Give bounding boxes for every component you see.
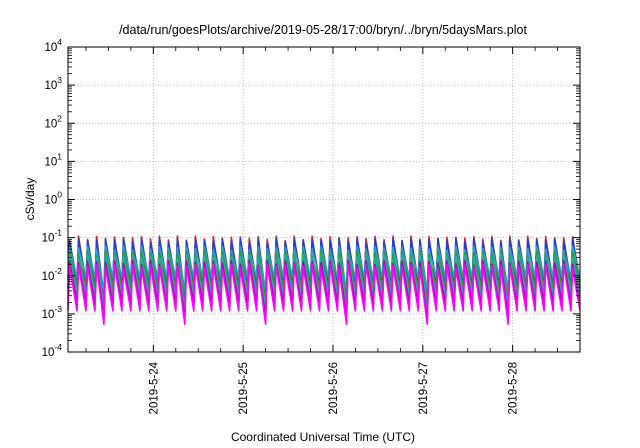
series-4 <box>67 254 581 310</box>
grid <box>68 47 580 352</box>
x-tick-label: 2019-5-27 <box>418 362 430 414</box>
series-line <box>67 254 581 310</box>
series-group <box>67 235 581 325</box>
series-0 <box>67 235 581 302</box>
y-tick-labels: 10-4 10-3 10-2 10-1 100 101 102 103 104 <box>42 37 63 359</box>
series-line <box>67 250 581 304</box>
y-tick-label: 102 <box>44 113 62 130</box>
ticks <box>68 46 581 353</box>
y-tick-label: 100 <box>44 190 62 207</box>
y-tick-label: 10-4 <box>42 342 63 359</box>
series-line <box>67 235 581 302</box>
y-tick-label: 103 <box>44 75 62 92</box>
x-tick-label: 2019-5-24 <box>148 361 160 414</box>
y-axis-label: cSv/day <box>23 178 37 221</box>
x-tick-labels: 2019-5-24 2019-5-25 2019-5-26 2019-5-27 2019… <box>148 361 519 414</box>
x-tick-label: 2019-5-28 <box>508 362 520 414</box>
x-tick-label: 2019-5-25 <box>238 362 250 414</box>
series-1 <box>67 237 581 295</box>
y-tick-label: 10-1 <box>42 228 63 245</box>
x-axis-label: Coordinated Universal Time (UTC) <box>231 430 415 444</box>
y-tick-label: 104 <box>44 37 62 54</box>
y-tick-label: 10-2 <box>42 266 63 283</box>
series-line <box>67 237 581 295</box>
chart-title: /data/run/goesPlots/archive/2019-05-28/1… <box>119 23 527 37</box>
series-5 <box>67 259 581 319</box>
x-tick-label: 2019-5-26 <box>328 362 340 414</box>
series-3 <box>67 250 581 304</box>
series-line <box>67 259 581 319</box>
series-2 <box>67 245 581 292</box>
y-tick-label: 101 <box>44 151 62 168</box>
y-tick-label: 10-3 <box>42 304 63 321</box>
series-6 <box>67 263 581 325</box>
series-line <box>67 263 581 325</box>
series-line <box>67 245 581 292</box>
